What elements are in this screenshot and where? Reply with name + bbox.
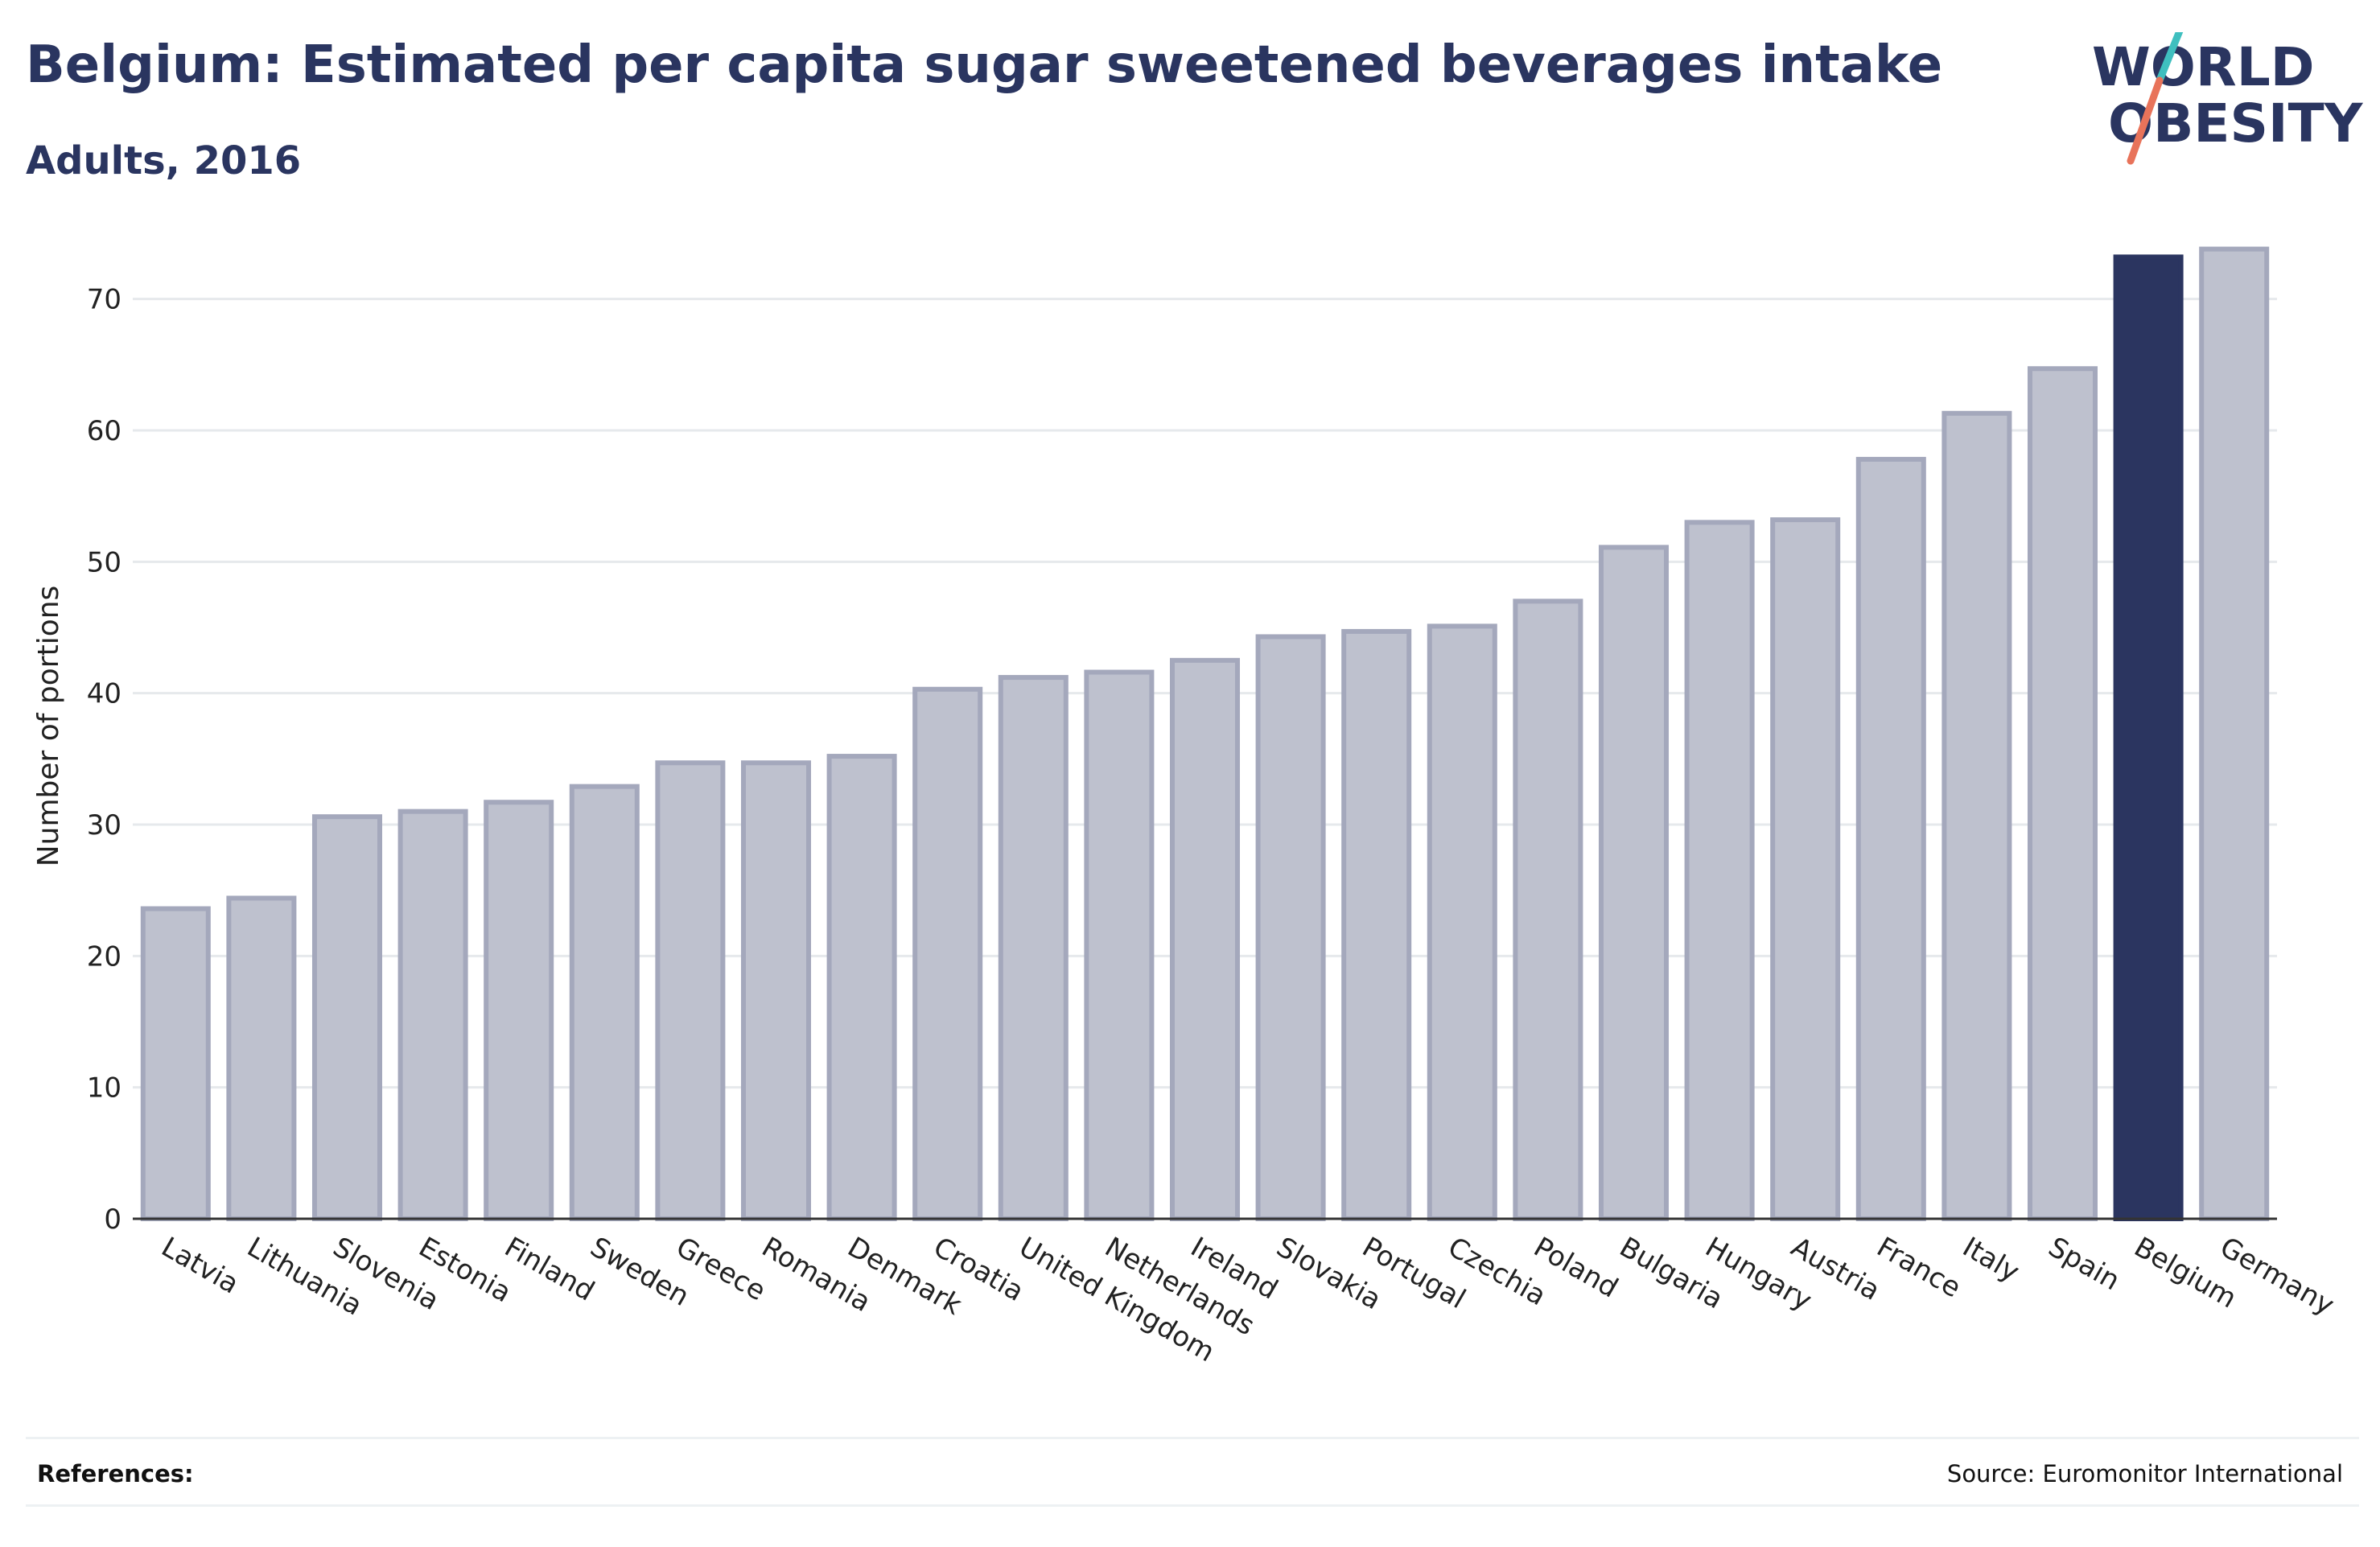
bar-chart: 0 10 20 30 40 50 60 70 LatviaLithuaniaSloveniaE… <box>32 246 2340 1368</box>
bar-united-kingdom <box>998 675 1069 1221</box>
bar-estonia <box>397 808 468 1222</box>
world-obesity-logo: WORLD OBESITY <box>2092 32 2364 165</box>
bar-romania <box>740 760 812 1221</box>
bar-austria <box>1770 517 1841 1221</box>
bars <box>140 246 2270 1222</box>
y-axis-ticks: 0 10 20 30 40 50 60 70 <box>87 284 121 1236</box>
chart-subtitle: Adults, 2016 <box>26 138 302 183</box>
y-tick-label: 70 <box>87 284 121 316</box>
bar-netherlands <box>1084 669 1155 1221</box>
x-tick-label: Latvia <box>156 1231 245 1300</box>
y-tick-label: 20 <box>87 940 121 973</box>
bar-slovenia <box>311 814 383 1221</box>
bar-czechia <box>1427 623 1497 1221</box>
chart-title: Belgium: Estimated per capita sugar swee… <box>26 35 1943 95</box>
logo-word-world: WORLD <box>2092 36 2315 98</box>
bar-portugal <box>1341 628 1412 1221</box>
bar-greece <box>655 760 726 1221</box>
bar-italy <box>1941 410 2012 1221</box>
bar-denmark <box>826 754 897 1221</box>
bar-hungary <box>1684 520 1755 1221</box>
bar-finland <box>484 800 554 1221</box>
bar-france <box>1855 456 1926 1221</box>
footer-divider-bottom <box>26 1504 2359 1507</box>
source-note: Source: Euromonitor International <box>1946 1460 2343 1487</box>
bar-belgium <box>2113 254 2184 1221</box>
y-tick-label: 60 <box>87 415 121 447</box>
bar-sweden <box>569 784 640 1221</box>
y-tick-label: 10 <box>87 1072 121 1105</box>
references-label: References: <box>37 1460 194 1487</box>
bar-slovakia <box>1255 634 1326 1221</box>
x-tick-label: Finland <box>499 1231 599 1307</box>
bar-germany <box>2199 246 2270 1222</box>
y-axis-label: Number of portions <box>32 586 65 867</box>
bar-ireland <box>1169 657 1241 1221</box>
bar-croatia <box>912 686 983 1221</box>
bar-poland <box>1513 599 1583 1221</box>
logo-slash-teal <box>2156 32 2184 84</box>
x-tick-label: Sweden <box>585 1231 694 1313</box>
y-tick-label: 30 <box>87 809 121 841</box>
logo-slash-coral <box>2127 76 2164 165</box>
bar-bulgaria <box>1598 545 1670 1221</box>
bar-lithuania <box>226 895 297 1221</box>
y-tick-label: 40 <box>87 678 121 710</box>
y-tick-label: 50 <box>87 546 121 578</box>
x-tick-label: Germany <box>2214 1231 2339 1322</box>
footer-divider-top <box>26 1437 2359 1439</box>
x-axis-ticks: LatviaLithuaniaSloveniaEstoniaFinlandSwe… <box>156 1231 2340 1368</box>
bar-latvia <box>140 906 211 1221</box>
y-tick-label: 0 <box>104 1203 121 1236</box>
bar-spain <box>2027 366 2098 1222</box>
x-tick-label: Italy <box>1957 1231 2024 1289</box>
x-tick-label: France <box>1871 1231 1966 1304</box>
x-tick-label: Spain <box>2043 1231 2125 1297</box>
